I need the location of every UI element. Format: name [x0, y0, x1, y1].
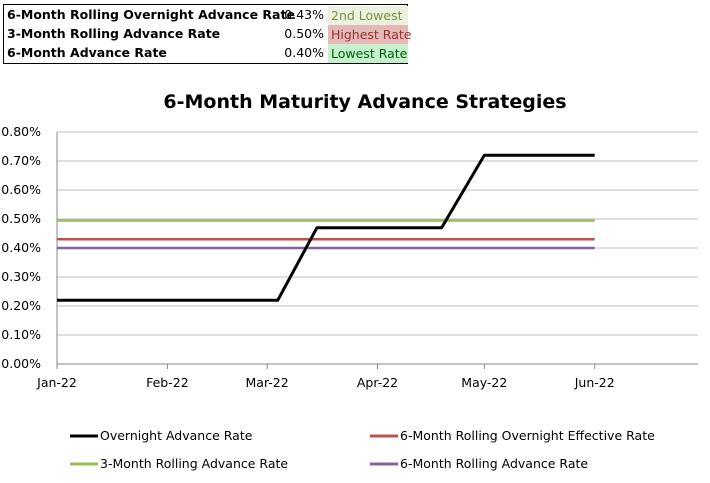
summary-value: 0.40%	[284, 45, 324, 60]
y-tick-label: 0.30%	[1, 269, 41, 284]
summary-row: 6-Month Rolling Overnight Advance Rate 0…	[4, 6, 408, 25]
summary-rank-badge: Lowest Rate	[328, 44, 408, 63]
y-tick-label: 0.50%	[1, 211, 41, 226]
x-tick-label: Apr-22	[357, 375, 398, 390]
summary-value: 0.50%	[284, 26, 324, 41]
y-tick-label: 0.80%	[1, 124, 41, 139]
legend-label: 6-Month Rolling Overnight Effective Rate	[400, 428, 655, 443]
summary-label: 6-Month Advance Rate	[7, 45, 167, 60]
legend-label: Overnight Advance Rate	[100, 428, 253, 443]
y-tick-label: 0.20%	[1, 298, 41, 313]
y-tick-label: 0.00%	[1, 356, 41, 371]
y-tick-label: 0.10%	[1, 327, 41, 342]
line-chart: 6-Month Maturity Advance Strategies 0.00…	[1, 91, 698, 471]
x-tick-label: Mar-22	[246, 375, 289, 390]
series-lines	[57, 153, 595, 302]
legend-label: 3-Month Rolling Advance Rate	[100, 456, 288, 471]
summary-label: 6-Month Rolling Overnight Advance Rate	[7, 7, 295, 22]
y-tick-label: 0.40%	[1, 240, 41, 255]
summary-rank-badge: Highest Rate	[328, 25, 411, 44]
series-line	[57, 153, 595, 302]
x-axis: Jan-22 Feb-22 Mar-22 Apr-22 May-22 Jun-22	[36, 363, 698, 390]
x-tick-label: Jan-22	[36, 375, 77, 390]
summary-value: 0.43%	[284, 7, 324, 22]
x-tick-label: May-22	[461, 375, 507, 390]
summary-rank-badge: 2nd Lowest	[328, 6, 408, 25]
chart-title: 6-Month Maturity Advance Strategies	[163, 91, 566, 113]
y-axis: 0.00% 0.10% 0.20% 0.30% 0.40% 0.50% 0.60% 0.70%…	[1, 124, 58, 371]
x-tick-label: Feb-22	[146, 375, 189, 390]
legend: Overnight Advance Rate 6-Month Rolling Ov…	[70, 428, 655, 471]
legend-label: 6-Month Rolling Advance Rate	[400, 456, 588, 471]
summary-row: 3-Month Rolling Advance Rate 0.50% Highe…	[4, 25, 411, 44]
y-tick-label: 0.60%	[1, 182, 41, 197]
y-tick-label: 0.70%	[1, 153, 41, 168]
summary-table: 6-Month Rolling Overnight Advance Rate 0…	[3, 4, 411, 64]
summary-label: 3-Month Rolling Advance Rate	[7, 26, 221, 41]
x-tick-label: Jun-22	[574, 375, 615, 390]
summary-row: 6-Month Advance Rate 0.40% Lowest Rate	[4, 44, 408, 63]
